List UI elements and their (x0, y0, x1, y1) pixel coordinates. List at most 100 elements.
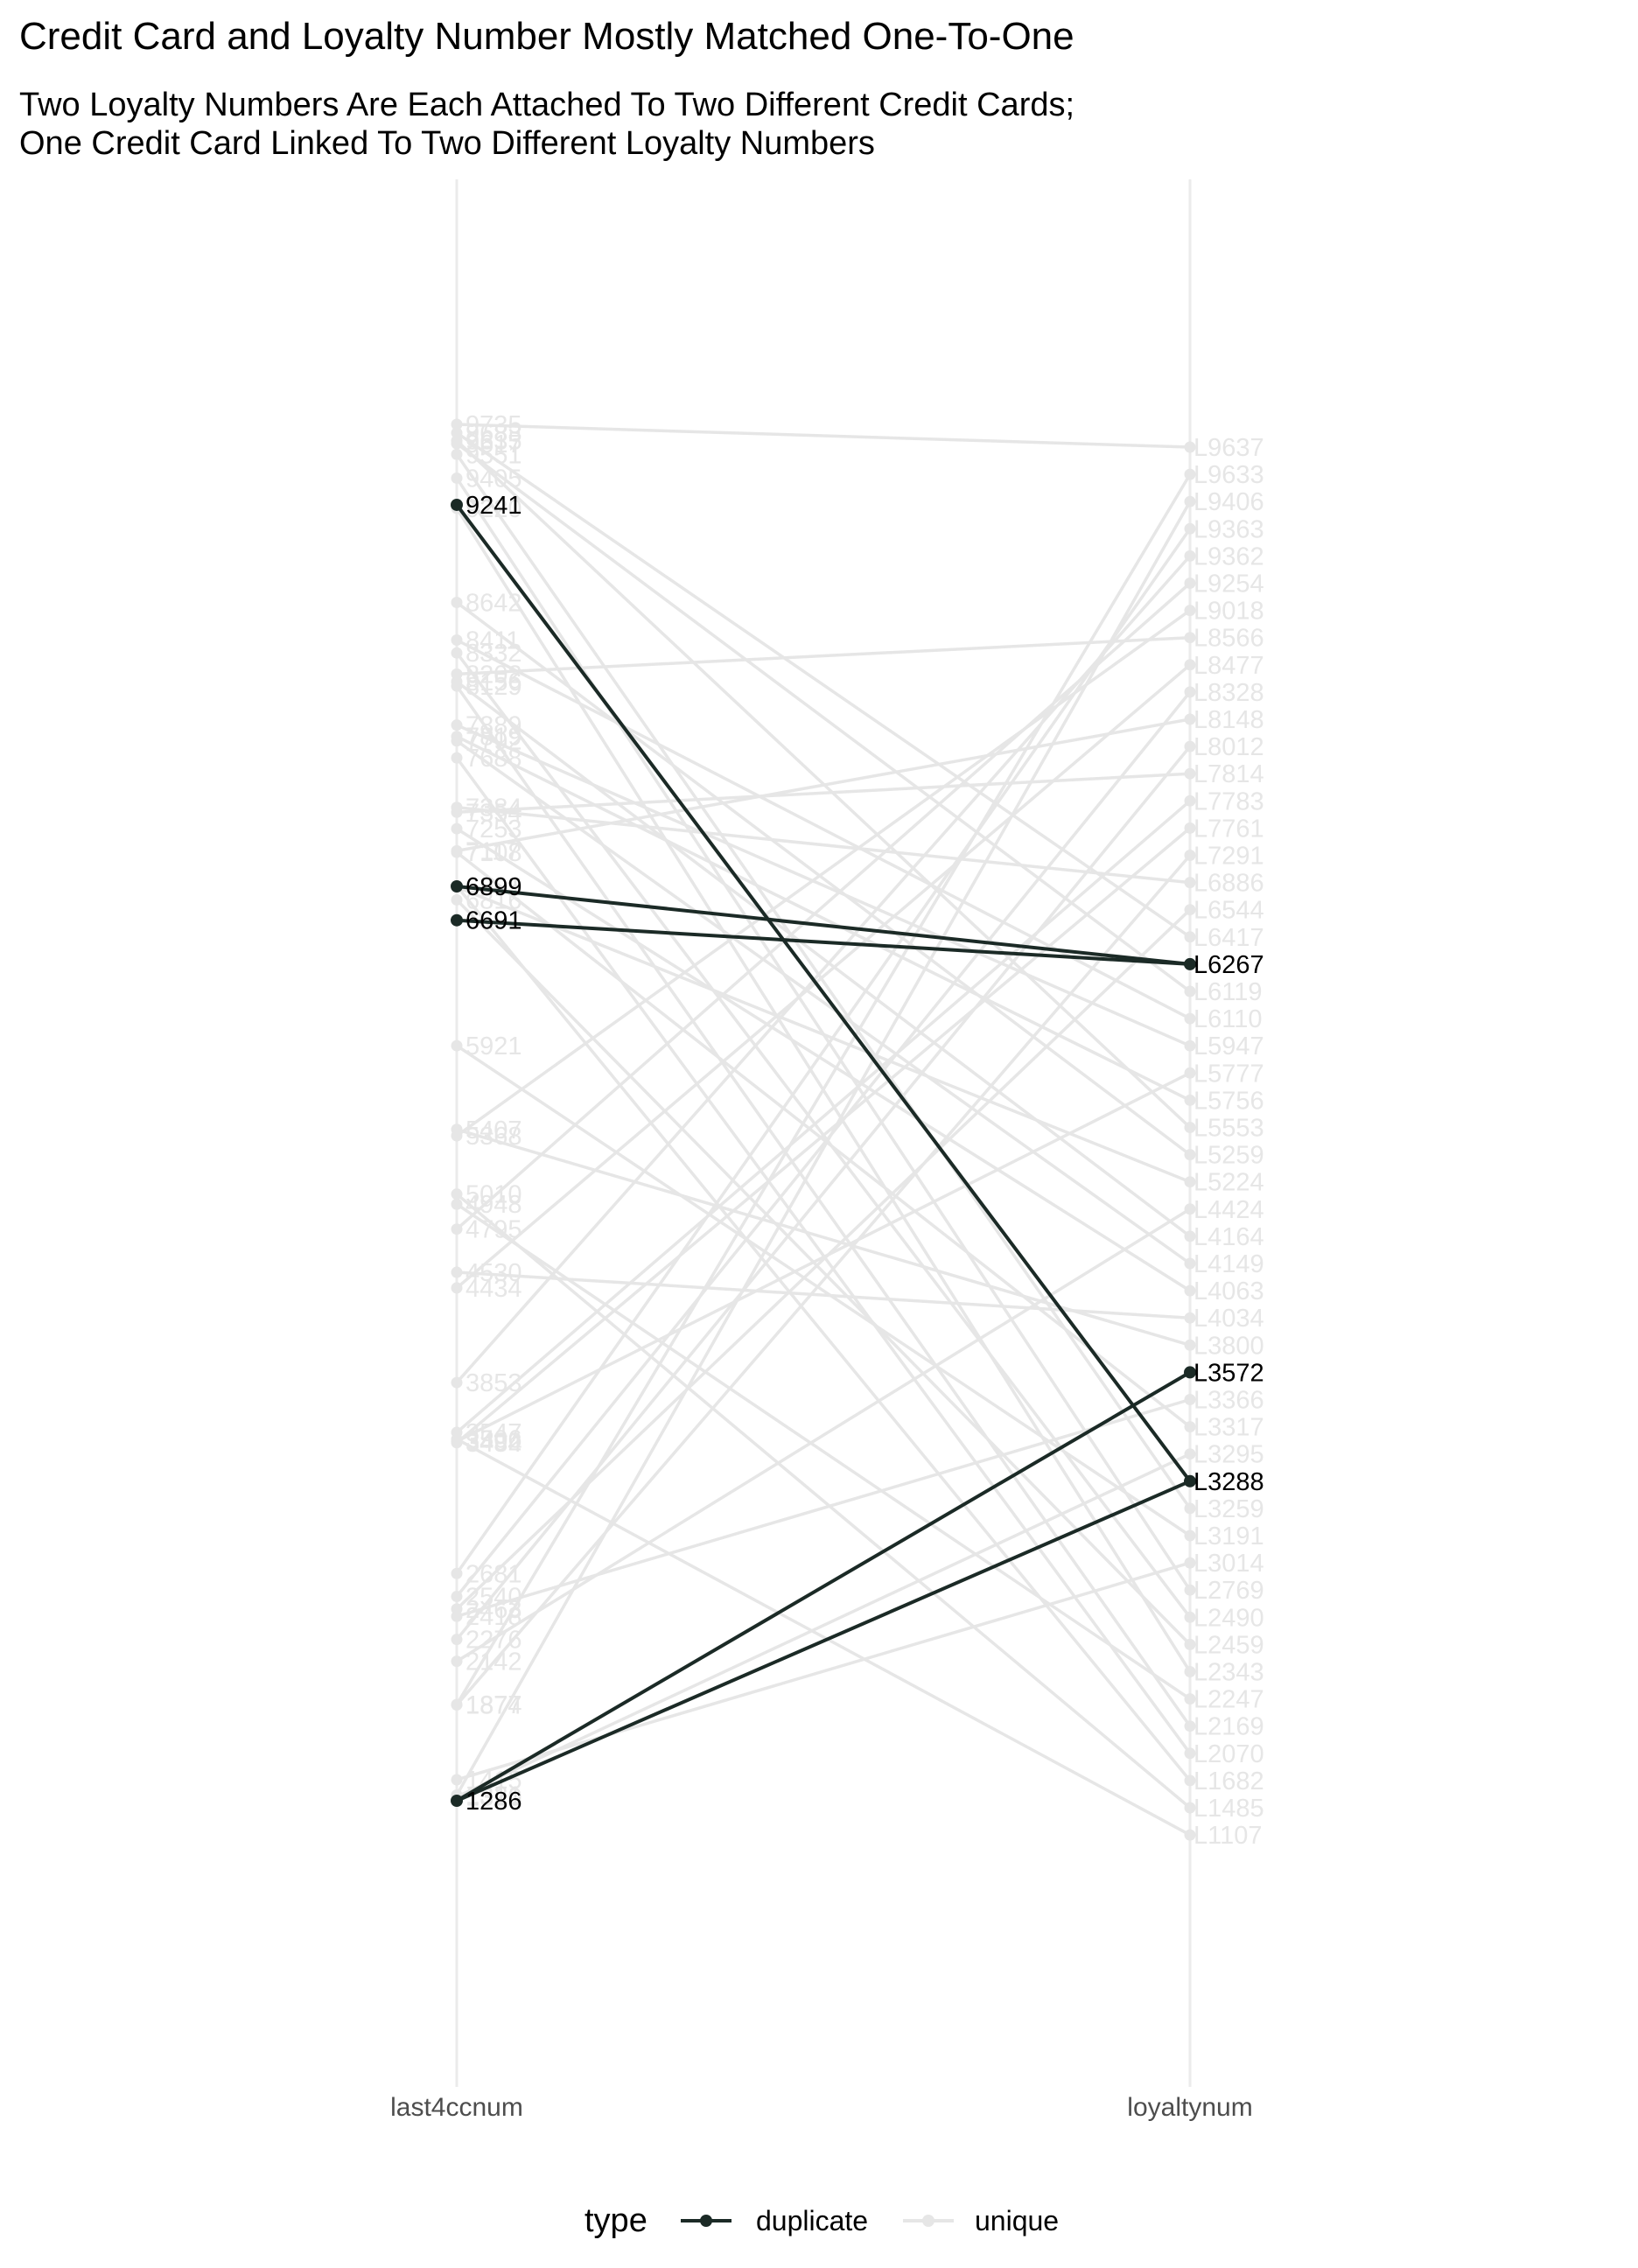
point-last4ccnum-5368 (451, 1130, 463, 1142)
point-last4ccnum-5921 (451, 1040, 463, 1052)
point-loyaltynum-L2169 (1184, 1720, 1196, 1732)
point-last4ccnum-6691 (451, 914, 463, 927)
point-last4ccnum-7108 (451, 846, 463, 858)
link-5368-L9018 (455, 608, 1192, 1138)
label-last4ccnum-3492: 3492 (466, 1428, 522, 1456)
label-last4ccnum-8156: 8156 (466, 668, 522, 696)
label-loyaltynum-L3259: L3259 (1194, 1495, 1264, 1523)
label-last4ccnum-8202: 8202 (466, 661, 522, 689)
link-7384-L6886 (455, 805, 1192, 885)
point-loyaltynum-L2459 (1184, 1638, 1196, 1650)
label-last4ccnum-2276: 2276 (466, 1627, 522, 1655)
point-loyaltynum-L3288 (1184, 1474, 1196, 1488)
link-9241-L3288 (455, 502, 1192, 1483)
link-8129-L2169 (455, 684, 1192, 1728)
point-loyaltynum-L2070 (1184, 1747, 1196, 1760)
label-last4ccnum-7889: 7889 (466, 712, 522, 740)
point-loyaltynum-L1485 (1184, 1802, 1196, 1814)
link-4948-L2247 (455, 1202, 1192, 1701)
point-loyaltynum-L7291 (1184, 850, 1196, 861)
point-last4ccnum-8129 (451, 680, 463, 692)
link-1415-L3014 (455, 1561, 1192, 1782)
link-2681-L9363 (455, 527, 1192, 1576)
label-loyaltynum-L6110: L6110 (1194, 1005, 1263, 1033)
label-loyaltynum-L1107: L1107 (1194, 1822, 1263, 1850)
link-1874-L7291 (455, 853, 1192, 1707)
point-loyaltynum-L6417 (1184, 931, 1196, 943)
label-loyaltynum-L8566: L8566 (1194, 625, 1264, 653)
point-loyaltynum-L6886 (1184, 877, 1196, 889)
label-last4ccnum-8332: 8332 (466, 640, 522, 668)
link-4530-L4034 (455, 1270, 1192, 1320)
legend-key-unique-point (922, 2215, 934, 2227)
link-2276-L8012 (455, 745, 1192, 1642)
label-loyaltynum-L6886: L6886 (1194, 870, 1264, 898)
label-last4ccnum-7792: 7792 (466, 728, 522, 756)
label-loyaltynum-L9254: L9254 (1194, 570, 1264, 598)
label-loyaltynum-L6119: L6119 (1194, 978, 1263, 1006)
point-loyaltynum-L1107 (1184, 1829, 1196, 1841)
label-loyaltynum-L6417: L6417 (1194, 924, 1264, 952)
point-last4ccnum-8332 (451, 647, 463, 659)
point-loyaltynum-L5224 (1184, 1176, 1196, 1188)
link-1286-L3572 (455, 1370, 1192, 1802)
point-loyaltynum-L9363 (1184, 522, 1196, 535)
point-loyaltynum-L8477 (1184, 659, 1196, 671)
link-4434-L8477 (455, 663, 1192, 1290)
label-last4ccnum-3484: 3484 (466, 1430, 522, 1458)
point-loyaltynum-L9362 (1184, 550, 1196, 562)
label-loyaltynum-L9406: L9406 (1194, 488, 1264, 516)
point-loyaltynum-L4063 (1184, 1284, 1196, 1297)
link-7889-L5947 (455, 723, 1192, 1047)
link-2540-L8328 (455, 690, 1192, 1599)
point-last4ccnum-2418 (451, 1610, 463, 1622)
point-loyaltynum-L4034 (1184, 1312, 1196, 1324)
label-loyaltynum-L5756: L5756 (1194, 1087, 1264, 1115)
label-last4ccnum-4948: 4948 (466, 1191, 522, 1219)
label-last4ccnum-5010: 5010 (466, 1181, 522, 1209)
point-last4ccnum-7889 (451, 719, 463, 732)
point-last4ccnum-9241 (451, 498, 463, 511)
point-last4ccnum-2540 (451, 1591, 463, 1603)
link-3492-L5777 (455, 1071, 1192, 1444)
legend-title: type (584, 2202, 648, 2239)
point-loyaltynum-L2490 (1184, 1611, 1196, 1623)
label-loyaltynum-L9363: L9363 (1194, 515, 1264, 543)
point-last4ccnum-9617 (451, 438, 463, 450)
point-loyaltynum-L5777 (1184, 1067, 1196, 1079)
point-last4ccnum-1415 (451, 1774, 463, 1786)
point-loyaltynum-L8566 (1184, 632, 1196, 644)
label-loyaltynum-L8148: L8148 (1194, 706, 1264, 734)
chart-title: Credit Card and Loyalty Number Mostly Ma… (19, 15, 1074, 58)
label-last4ccnum-6691: 6691 (466, 907, 522, 935)
label-loyaltynum-L9633: L9633 (1194, 461, 1264, 489)
label-loyaltynum-L1485: L1485 (1194, 1795, 1264, 1823)
point-loyaltynum-L8328 (1184, 686, 1196, 698)
label-last4ccnum-7354: 7354 (466, 799, 522, 827)
point-loyaltynum-L6119 (1184, 985, 1196, 998)
point-last4ccnum-7688 (451, 752, 463, 764)
link-2142-L4424 (455, 1208, 1192, 1663)
label-last4ccnum-4530: 4530 (466, 1259, 522, 1287)
label-loyaltynum-L1682: L1682 (1194, 1768, 1264, 1796)
label-loyaltynum-L2070: L2070 (1194, 1740, 1264, 1768)
label-loyaltynum-L9018: L9018 (1194, 598, 1264, 626)
label-loyaltynum-L9362: L9362 (1194, 542, 1264, 570)
link-9683-L6417 (455, 430, 1192, 939)
label-last4ccnum-5368: 5368 (466, 1123, 522, 1151)
point-loyaltynum-L6110 (1184, 1012, 1196, 1025)
legend-key-duplicate-point (700, 2215, 712, 2227)
point-loyaltynum-L8148 (1184, 713, 1196, 725)
label-loyaltynum-L4149: L4149 (1194, 1250, 1264, 1278)
point-loyaltynum-L3014 (1184, 1557, 1196, 1569)
link-3506-L1107 (455, 1437, 1192, 1837)
point-loyaltynum-L2343 (1184, 1666, 1196, 1677)
label-loyaltynum-L8012: L8012 (1194, 733, 1264, 761)
point-loyaltynum-L9633 (1184, 468, 1196, 480)
point-loyaltynum-L6267 (1184, 957, 1196, 970)
label-last4ccnum-3506: 3506 (466, 1426, 522, 1454)
link-8642-L5259 (455, 600, 1192, 1157)
point-last4ccnum-6816 (451, 893, 463, 906)
link-1310-L3295 (455, 1452, 1192, 1799)
link-6901-L1682 (455, 884, 1192, 1782)
